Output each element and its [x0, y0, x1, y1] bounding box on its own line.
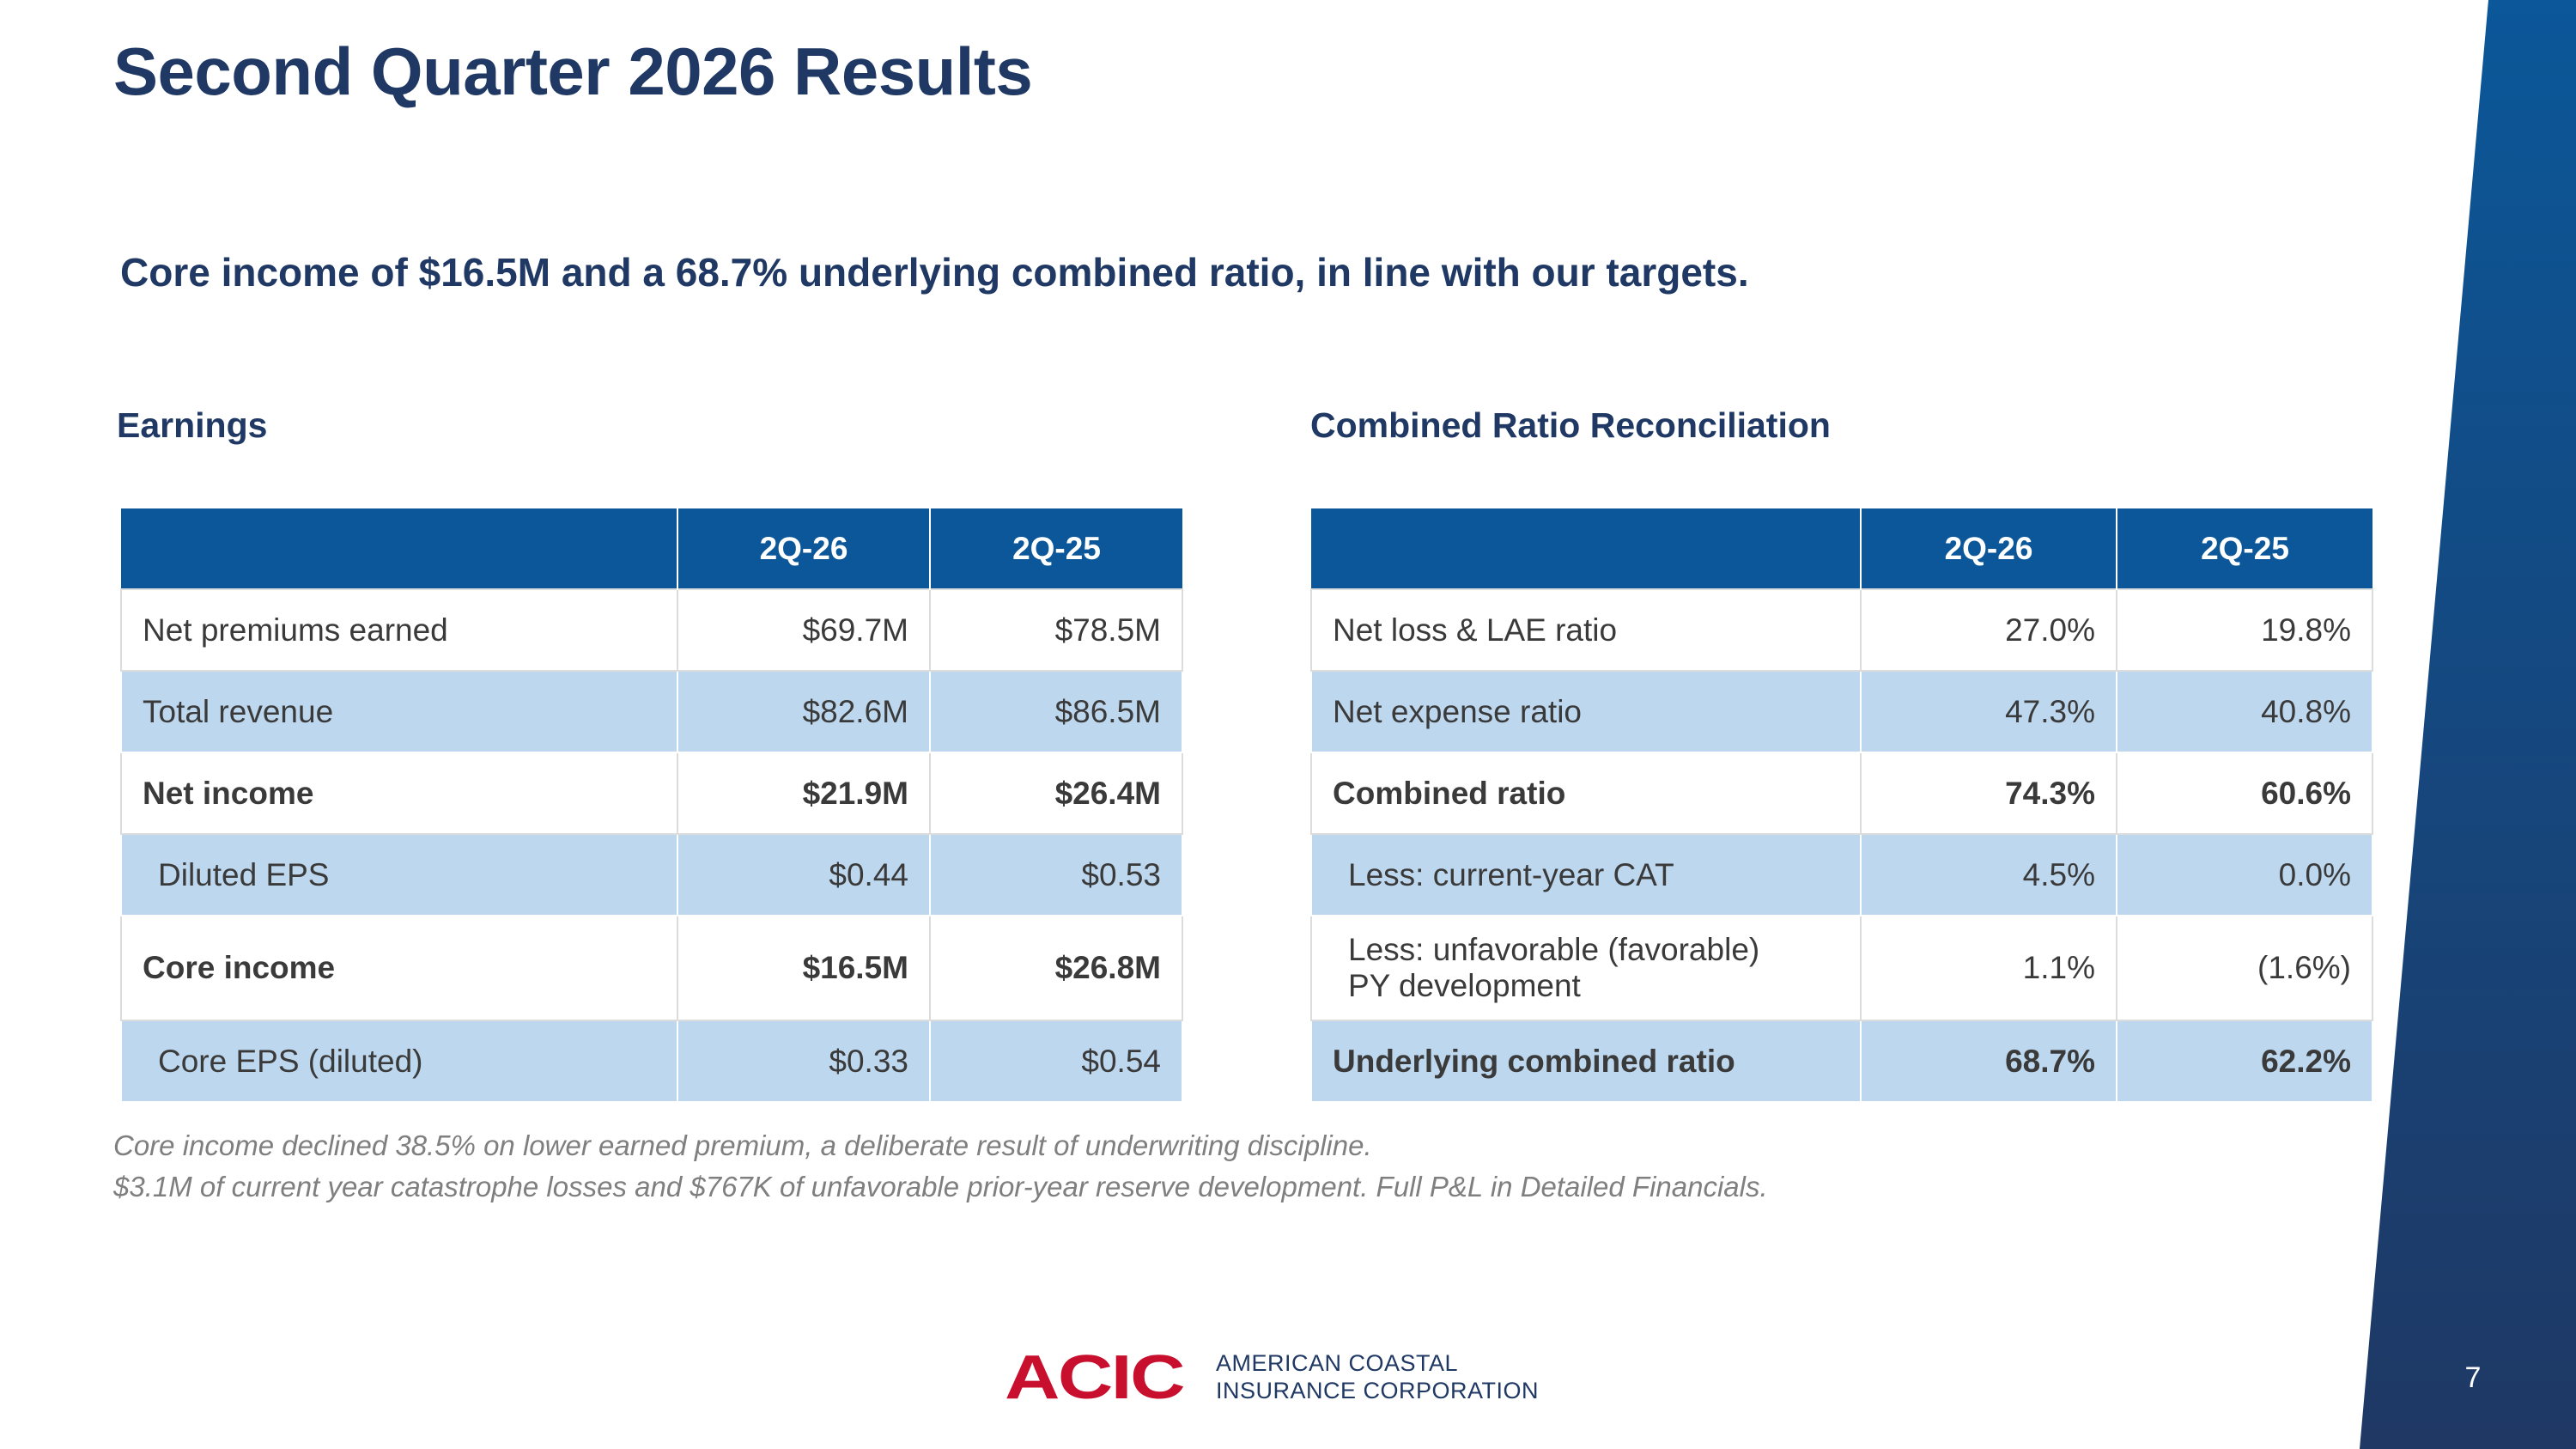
row-label: Diluted EPS — [120, 833, 678, 916]
value-2q25: 19.8% — [2116, 588, 2373, 672]
value-2q25: 60.6% — [2116, 752, 2373, 835]
table-row: Diluted EPS $0.44 $0.53 — [120, 833, 1183, 916]
earnings-table: 2Q-26 2Q-25 Net premiums earned $69.7M $… — [120, 508, 1183, 1103]
column-header-label — [1311, 508, 1861, 589]
table-row: Net loss & LAE ratio 27.0% 19.8% — [1310, 588, 2373, 672]
column-header-2q26: 2Q-26 — [1860, 508, 2117, 589]
acic-logo-mark: ACIC — [1005, 1349, 1185, 1405]
earnings-heading: Earnings — [117, 405, 268, 445]
row-label: Core EPS (diluted) — [120, 1020, 678, 1103]
value-2q25: (1.6%) — [2116, 915, 2373, 1021]
value-2q25: $26.4M — [929, 752, 1183, 835]
footnotes: Core income declined 38.5% on lower earn… — [113, 1125, 1768, 1208]
logo-mark-text: ACIC — [1005, 1349, 1184, 1405]
row-label: Core income — [120, 915, 678, 1021]
value-2q26: 4.5% — [1860, 833, 2117, 916]
footnote-line: $3.1M of current year catastrophe losses… — [113, 1171, 1768, 1202]
table-row: Total revenue $82.6M $86.5M — [120, 670, 1183, 753]
page-number: 7 — [2464, 1361, 2482, 1394]
table-row: Less: unfavorable (favorable) PY develop… — [1310, 915, 2373, 1021]
footnote-line: Core income declined 38.5% on lower earn… — [113, 1129, 1372, 1161]
table-row: Net premiums earned $69.7M $78.5M — [120, 588, 1183, 672]
value-2q25: $0.53 — [929, 833, 1183, 916]
page-subtitle: Core income of $16.5M and a 68.7% underl… — [120, 250, 1749, 295]
table-row: Less: current-year CAT 4.5% 0.0% — [1310, 833, 2373, 916]
value-2q25: $78.5M — [929, 588, 1183, 672]
row-label: Combined ratio — [1310, 752, 1862, 835]
value-2q25: $26.8M — [929, 915, 1183, 1021]
column-header-2q25: 2Q-25 — [929, 508, 1182, 589]
value-2q26: $82.6M — [677, 670, 931, 753]
table-row: Core EPS (diluted) $0.33 $0.54 — [120, 1020, 1183, 1103]
value-2q26: $0.33 — [677, 1020, 931, 1103]
value-2q26: 74.3% — [1860, 752, 2117, 835]
row-label-line: Less: unfavorable (favorable) — [1348, 932, 1760, 967]
column-header-label — [121, 508, 677, 589]
page-title: Second Quarter 2026 Results — [113, 33, 1033, 109]
value-2q25: 0.0% — [2116, 833, 2373, 916]
value-2q26: $21.9M — [677, 752, 931, 835]
column-header-2q26: 2Q-26 — [677, 508, 930, 589]
value-2q25: $0.54 — [929, 1020, 1183, 1103]
value-2q26: $69.7M — [677, 588, 931, 672]
table-row: Core income $16.5M $26.8M — [120, 915, 1183, 1021]
value-2q26: 47.3% — [1860, 670, 2117, 753]
value-2q26: $16.5M — [677, 915, 931, 1021]
row-label: Less: current-year CAT — [1310, 833, 1862, 916]
table-header-row: 2Q-26 2Q-25 — [121, 508, 1182, 589]
value-2q25: 62.2% — [2116, 1020, 2373, 1103]
row-label: Total revenue — [120, 670, 678, 753]
value-2q26: 27.0% — [1860, 588, 2117, 672]
value-2q25: 40.8% — [2116, 670, 2373, 753]
table-row: Combined ratio 74.3% 60.6% — [1310, 752, 2373, 835]
logo-line: AMERICAN COASTAL — [1216, 1350, 1459, 1376]
company-logo: ACIC AMERICAN COASTAL INSURANCE CORPORAT… — [1005, 1349, 1539, 1405]
logo-wordmark: AMERICAN COASTAL INSURANCE CORPORATION — [1216, 1349, 1539, 1404]
row-label: Net premiums earned — [120, 588, 678, 672]
table-row: Net expense ratio 47.3% 40.8% — [1310, 670, 2373, 753]
value-2q26: 68.7% — [1860, 1020, 2117, 1103]
combined-ratio-table: 2Q-26 2Q-25 Net loss & LAE ratio 27.0% 1… — [1310, 508, 2373, 1103]
row-label: Net loss & LAE ratio — [1310, 588, 1862, 672]
logo-line: INSURANCE CORPORATION — [1216, 1378, 1540, 1403]
row-label: Underlying combined ratio — [1310, 1020, 1862, 1103]
table-row: Underlying combined ratio 68.7% 62.2% — [1310, 1020, 2373, 1103]
table-header-row: 2Q-26 2Q-25 — [1311, 508, 2372, 589]
column-header-2q25: 2Q-25 — [2116, 508, 2372, 589]
table-row: Net income $21.9M $26.4M — [120, 752, 1183, 835]
row-label: Less: unfavorable (favorable) PY develop… — [1310, 915, 1862, 1021]
value-2q26: 1.1% — [1860, 915, 2117, 1021]
value-2q25: $86.5M — [929, 670, 1183, 753]
value-2q26: $0.44 — [677, 833, 931, 916]
row-label: Net expense ratio — [1310, 670, 1862, 753]
row-label: Net income — [120, 752, 678, 835]
combined-ratio-heading: Combined Ratio Reconciliation — [1310, 405, 1831, 445]
row-label-line: PY development — [1348, 968, 1581, 1003]
